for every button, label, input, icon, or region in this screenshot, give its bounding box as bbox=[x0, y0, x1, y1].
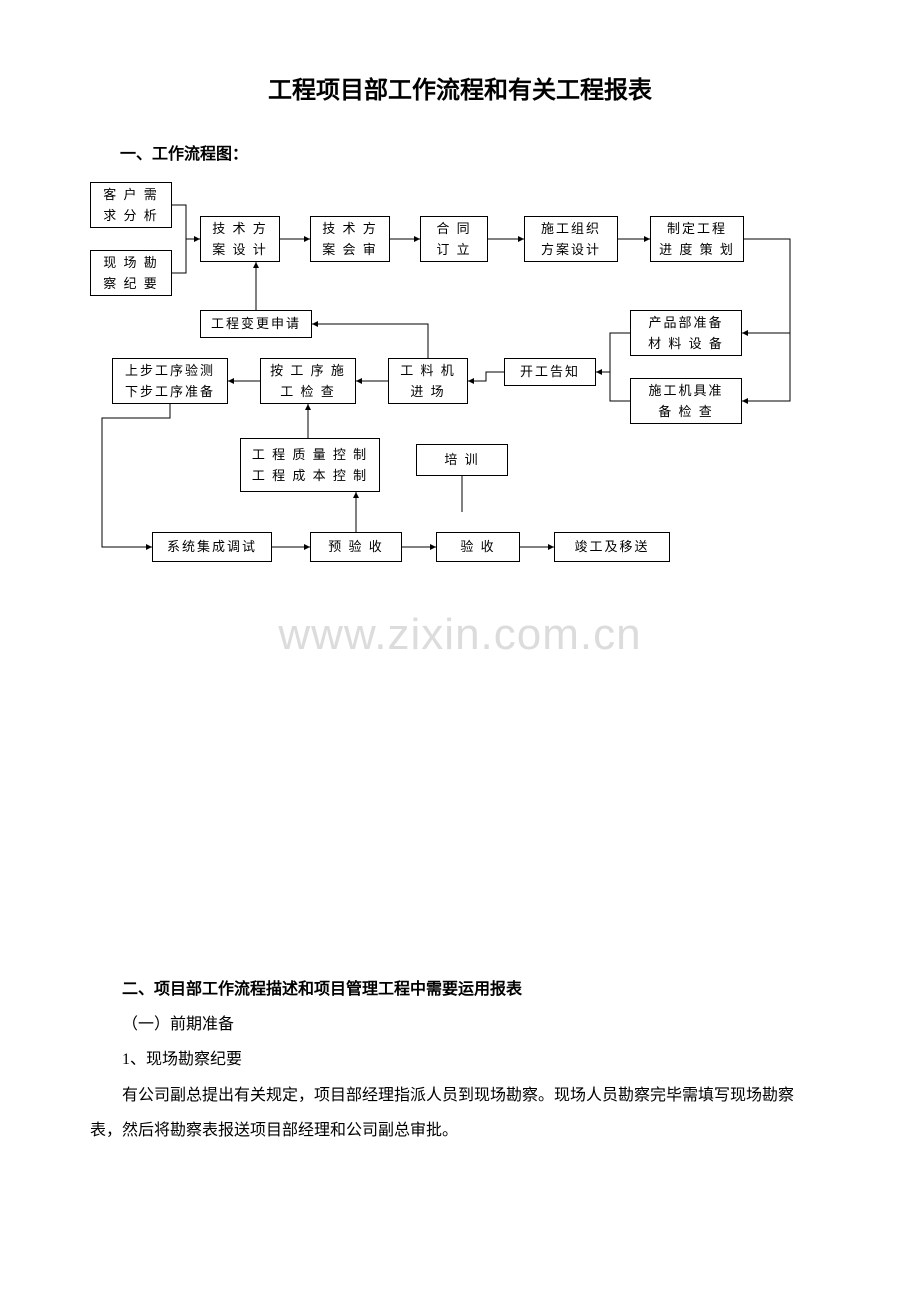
node-line: 工 料 机 bbox=[400, 361, 456, 381]
node-line: 系统集成调试 bbox=[167, 537, 257, 557]
node-line: 技 术 方 bbox=[212, 219, 268, 239]
node-line: 工 程 成 本 控 制 bbox=[252, 466, 368, 486]
flowchart-node: 工程变更申请 bbox=[200, 310, 312, 338]
flowchart-node: 施工组织方案设计 bbox=[524, 216, 618, 262]
section2-sub1: （一）前期准备 bbox=[90, 1007, 820, 1042]
node-line: 察 纪 要 bbox=[103, 274, 159, 294]
node-line: 施工组织 bbox=[541, 219, 601, 239]
node-line: 预 验 收 bbox=[328, 537, 384, 557]
flowchart-node: 按 工 序 施工 检 查 bbox=[260, 358, 356, 404]
flowchart-node: 客 户 需求 分 析 bbox=[90, 182, 172, 228]
node-line: 案 设 计 bbox=[212, 240, 268, 260]
page-title: 工程项目部工作流程和有关工程报表 bbox=[90, 70, 830, 105]
section2-heading: 二、项目部工作流程描述和项目管理工程中需要运用报表 bbox=[90, 972, 820, 1007]
flowchart-node: 技 术 方案 会 审 bbox=[310, 216, 390, 262]
node-line: 案 会 审 bbox=[322, 240, 378, 260]
node-line: 产品部准备 bbox=[648, 313, 723, 333]
node-line: 工 程 质 量 控 制 bbox=[252, 445, 368, 465]
node-line: 开工告知 bbox=[520, 362, 580, 382]
flowchart-node: 产品部准备材 料 设 备 bbox=[630, 310, 742, 356]
node-line: 制定工程 bbox=[667, 219, 727, 239]
flowchart-node: 开工告知 bbox=[504, 358, 596, 386]
body-text: 二、项目部工作流程描述和项目管理工程中需要运用报表 （一）前期准备 1、现场勘察… bbox=[90, 972, 830, 1148]
node-line: 备 检 查 bbox=[658, 402, 714, 422]
node-line: 合 同 bbox=[436, 219, 471, 239]
flowchart-node: 培 训 bbox=[416, 444, 508, 476]
node-line: 进 场 bbox=[410, 382, 445, 402]
node-line: 施工机具准 bbox=[648, 381, 723, 401]
node-line: 培 训 bbox=[444, 450, 479, 470]
flowchart-node: 竣工及移送 bbox=[554, 532, 670, 562]
node-line: 材 料 设 备 bbox=[648, 334, 724, 354]
flowchart: 客 户 需求 分 析现 场 勘察 纪 要技 术 方案 设 计技 术 方案 会 审… bbox=[90, 182, 830, 602]
section1-heading: 一、工作流程图： bbox=[120, 140, 830, 164]
flowchart-node: 上步工序验测下步工序准备 bbox=[112, 358, 228, 404]
node-line: 验 收 bbox=[460, 537, 495, 557]
flowchart-node: 合 同订 立 bbox=[420, 216, 488, 262]
node-line: 按 工 序 施 bbox=[270, 361, 346, 381]
node-line: 现 场 勘 bbox=[103, 253, 159, 273]
node-line: 技 术 方 bbox=[322, 219, 378, 239]
flowchart-node: 制定工程进 度 策 划 bbox=[650, 216, 744, 262]
node-line: 竣工及移送 bbox=[574, 537, 649, 557]
watermark: www.zixin.com.cn bbox=[0, 610, 920, 660]
node-line: 工 检 查 bbox=[280, 382, 336, 402]
flowchart-node: 工 料 机进 场 bbox=[388, 358, 468, 404]
flowchart-node: 技 术 方案 设 计 bbox=[200, 216, 280, 262]
document-page: 工程项目部工作流程和有关工程报表 一、工作流程图： 客 户 需求 分 析现 场 … bbox=[0, 0, 920, 1208]
flowchart-node: 现 场 勘察 纪 要 bbox=[90, 250, 172, 296]
node-line: 客 户 需 bbox=[103, 185, 159, 205]
section2-item1: 1、现场勘察纪要 bbox=[90, 1042, 820, 1077]
flowchart-node: 工 程 质 量 控 制工 程 成 本 控 制 bbox=[240, 438, 380, 492]
node-line: 工程变更申请 bbox=[211, 314, 301, 334]
section2-para: 有公司副总提出有关规定，项目部经理指派人员到现场勘察。现场人员勘察完毕需填写现场… bbox=[90, 1078, 820, 1148]
flowchart-node: 系统集成调试 bbox=[152, 532, 272, 562]
flowchart-node: 预 验 收 bbox=[310, 532, 402, 562]
node-line: 上步工序验测 bbox=[125, 361, 215, 381]
node-line: 进 度 策 划 bbox=[659, 240, 735, 260]
node-line: 订 立 bbox=[436, 240, 471, 260]
node-line: 下步工序准备 bbox=[125, 382, 215, 402]
node-line: 求 分 析 bbox=[103, 206, 159, 226]
flowchart-node: 施工机具准备 检 查 bbox=[630, 378, 742, 424]
flowchart-node: 验 收 bbox=[436, 532, 520, 562]
node-line: 方案设计 bbox=[541, 240, 601, 260]
